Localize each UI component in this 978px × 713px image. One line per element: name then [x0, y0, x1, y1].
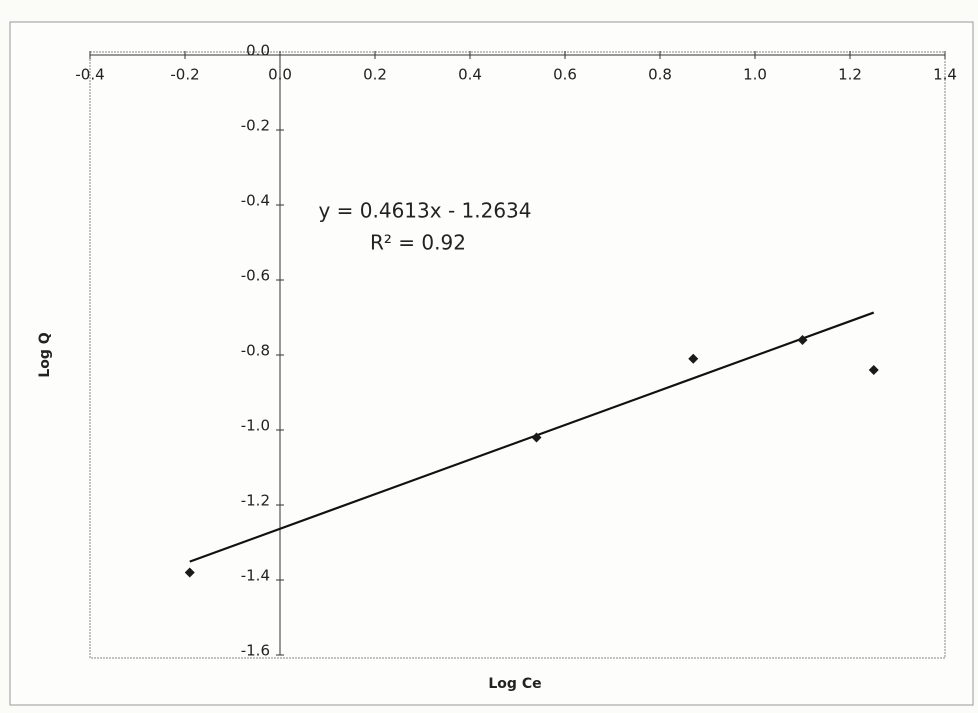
r-squared: R² = 0.92: [370, 231, 466, 255]
x-tick-label: -0.2: [170, 66, 199, 84]
x-tick-label: -0.4: [75, 66, 104, 84]
x-tick-label: 0.8: [648, 66, 672, 84]
x-tick-label: 0.2: [363, 66, 387, 84]
chart: Log Q Log Ce y = 0.4613x - 1.2634 R² = 0…: [0, 0, 978, 713]
trendline-equation: y = 0.4613x - 1.2634: [318, 199, 531, 223]
y-tick-label: 0.0: [246, 42, 270, 60]
y-tick-label: -0.6: [241, 267, 270, 285]
x-tick-label: 0.4: [458, 66, 482, 84]
x-tick-label: 1.0: [743, 66, 767, 84]
y-tick-label: -1.0: [241, 417, 270, 435]
x-tick-label: 0.0: [268, 66, 292, 84]
y-tick-label: -1.4: [241, 567, 270, 585]
x-tick-label: 1.2: [838, 66, 862, 84]
chart-border: [10, 22, 973, 705]
y-axis-title: Log Q: [37, 332, 53, 377]
y-tick-label: -0.4: [241, 192, 270, 210]
x-tick-label: 1.4: [933, 66, 957, 84]
y-tick-label: -0.2: [241, 117, 270, 135]
x-axis-title: Log Ce: [488, 676, 541, 692]
y-tick-label: -1.2: [241, 492, 270, 510]
x-tick-label: 0.6: [553, 66, 577, 84]
y-tick-label: -1.6: [241, 642, 270, 660]
y-tick-label: -0.8: [241, 342, 270, 360]
